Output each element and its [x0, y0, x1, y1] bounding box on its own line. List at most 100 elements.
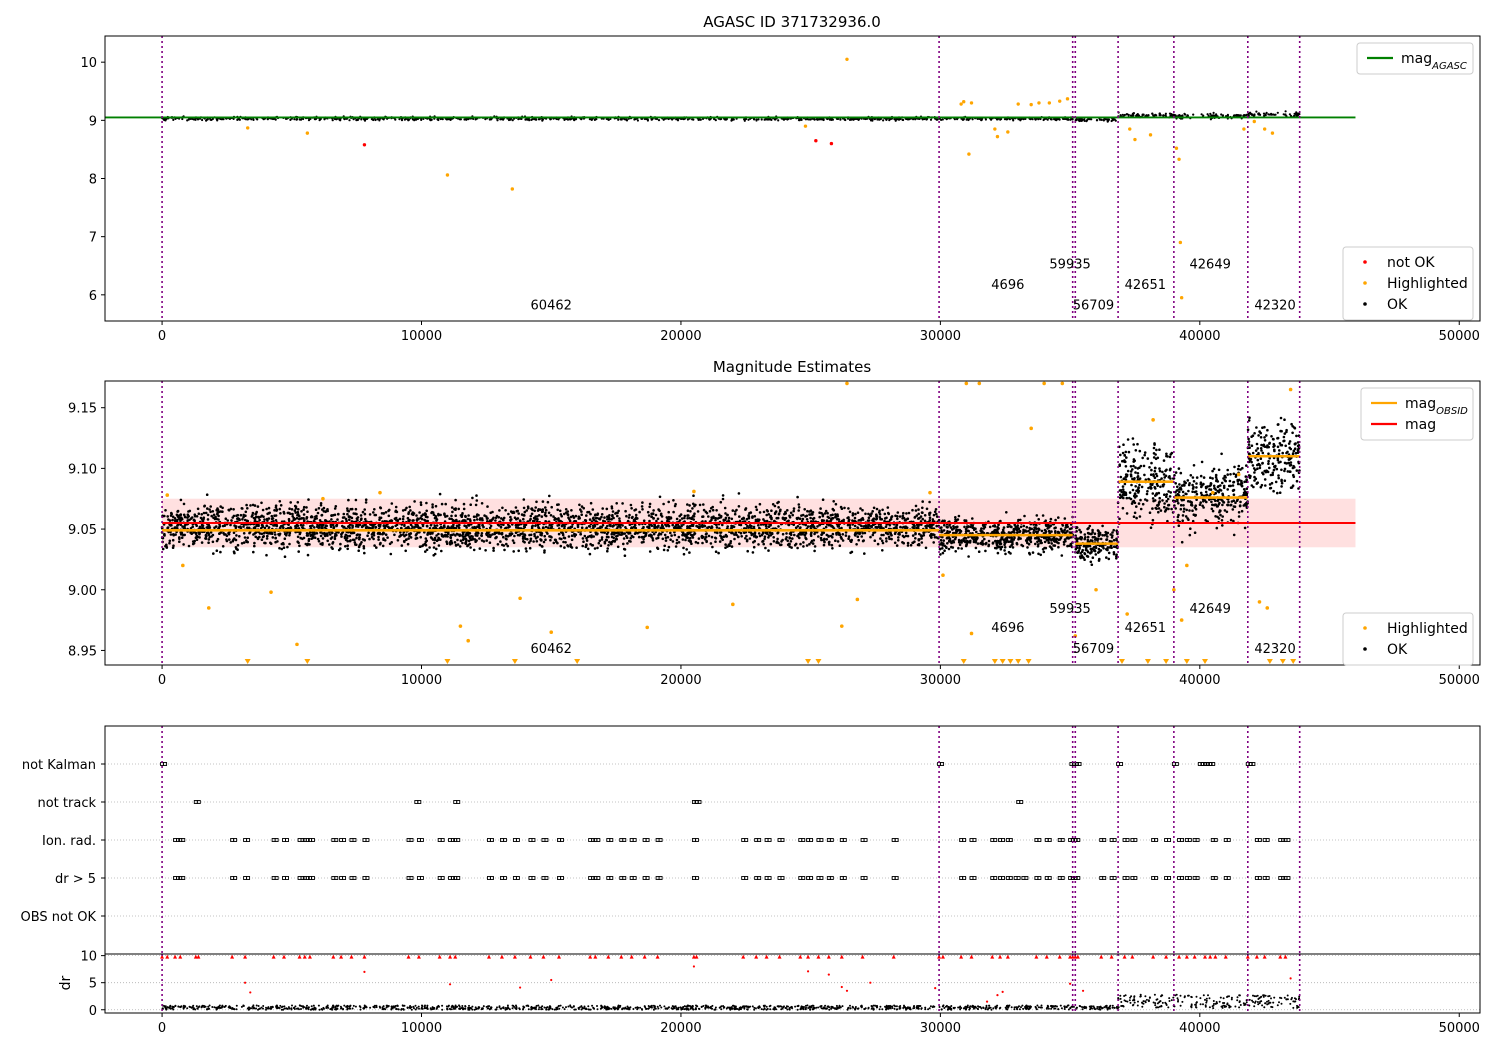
ok-point [667, 545, 671, 549]
highlighted-point [445, 173, 450, 177]
ok-point [611, 510, 615, 513]
ok-point [263, 526, 267, 530]
ok-point [939, 553, 942, 556]
ok-point [313, 531, 316, 534]
ok-point [754, 505, 758, 509]
ok-point [877, 118, 880, 121]
panel-magnitude-estimates: Magnitude Estimates 60462469659935567094… [68, 358, 1481, 688]
ok-point [961, 118, 964, 121]
ok-point [1041, 514, 1045, 517]
highlighted-point [1178, 240, 1183, 245]
ok-point [750, 524, 753, 528]
ok-point [818, 515, 821, 519]
ok-point [450, 514, 453, 518]
ok-point [517, 549, 520, 553]
ok-point [240, 542, 244, 545]
ok-point [279, 526, 282, 529]
ok-point [809, 541, 813, 544]
ok-point [333, 537, 337, 541]
ok-point [449, 542, 452, 546]
ok-point [560, 524, 564, 528]
ok-point [335, 524, 338, 527]
ok-point [523, 535, 526, 539]
ok-point [827, 523, 831, 527]
ok-point [187, 544, 191, 548]
ok-point [621, 502, 624, 505]
ok-point [628, 531, 632, 535]
ok-point [870, 512, 873, 515]
ok-point [666, 535, 670, 539]
ok-point [1253, 113, 1256, 116]
ok-point [557, 532, 561, 536]
ok-point [169, 533, 173, 536]
ok-point [223, 524, 226, 527]
ok-point [296, 535, 300, 539]
ok-point [440, 502, 444, 506]
ok-point [730, 545, 734, 548]
ok-point [1169, 114, 1172, 117]
ok-point [659, 532, 663, 536]
ok-point [525, 550, 528, 553]
ok-point [478, 537, 481, 540]
ok-point [823, 538, 826, 541]
ok-point [258, 518, 261, 522]
ok-point [724, 546, 727, 549]
ok-point [588, 518, 592, 521]
ok-point [592, 535, 595, 538]
ok-point [297, 550, 301, 553]
ok-point [372, 537, 375, 541]
ok-point [762, 510, 766, 514]
ok-point [449, 539, 453, 543]
ok-point [622, 547, 626, 551]
ok-point [440, 549, 443, 553]
ok-point [897, 532, 901, 536]
ok-point [685, 548, 688, 551]
ok-point [310, 537, 313, 540]
ok-point [463, 118, 466, 121]
ok-point [350, 507, 354, 511]
ok-point [928, 516, 932, 519]
ok-point [812, 516, 816, 520]
ok-point [201, 118, 204, 122]
ok-point [305, 506, 308, 509]
ok-point [830, 524, 834, 528]
ok-point [716, 531, 719, 535]
ok-point [1212, 111, 1215, 114]
ok-point [282, 546, 286, 549]
ok-point [435, 519, 438, 522]
ok-point [516, 509, 519, 513]
ok-point [731, 509, 735, 512]
ok-point [433, 552, 437, 556]
ok-point [678, 514, 681, 518]
ok-point [770, 118, 773, 121]
ok-point [413, 500, 416, 503]
ok-point [644, 533, 648, 536]
ok-point [906, 544, 910, 547]
ok-point [465, 118, 468, 121]
ok-point [471, 496, 474, 500]
ok-point [253, 541, 256, 545]
ok-point [1259, 113, 1262, 116]
ok-point [857, 538, 860, 542]
ok-point [674, 502, 677, 506]
ok-point [314, 508, 318, 512]
ok-point [475, 518, 479, 521]
ok-point [461, 512, 464, 515]
ok-point [200, 541, 204, 544]
ok-point [198, 531, 201, 535]
ok-point [274, 536, 277, 540]
ok-point [911, 508, 914, 512]
ok-point [656, 547, 660, 550]
ok-point [485, 517, 489, 520]
ok-point [1288, 113, 1291, 116]
ok-point [482, 540, 486, 543]
ok-point [171, 518, 174, 522]
ok-point [556, 508, 559, 512]
ok-point [338, 118, 341, 121]
ok-point [932, 513, 936, 517]
ok-point [267, 517, 271, 520]
ok-point [775, 541, 778, 544]
ok-point [762, 542, 765, 546]
ok-point [599, 544, 603, 547]
ok-point [718, 513, 721, 517]
